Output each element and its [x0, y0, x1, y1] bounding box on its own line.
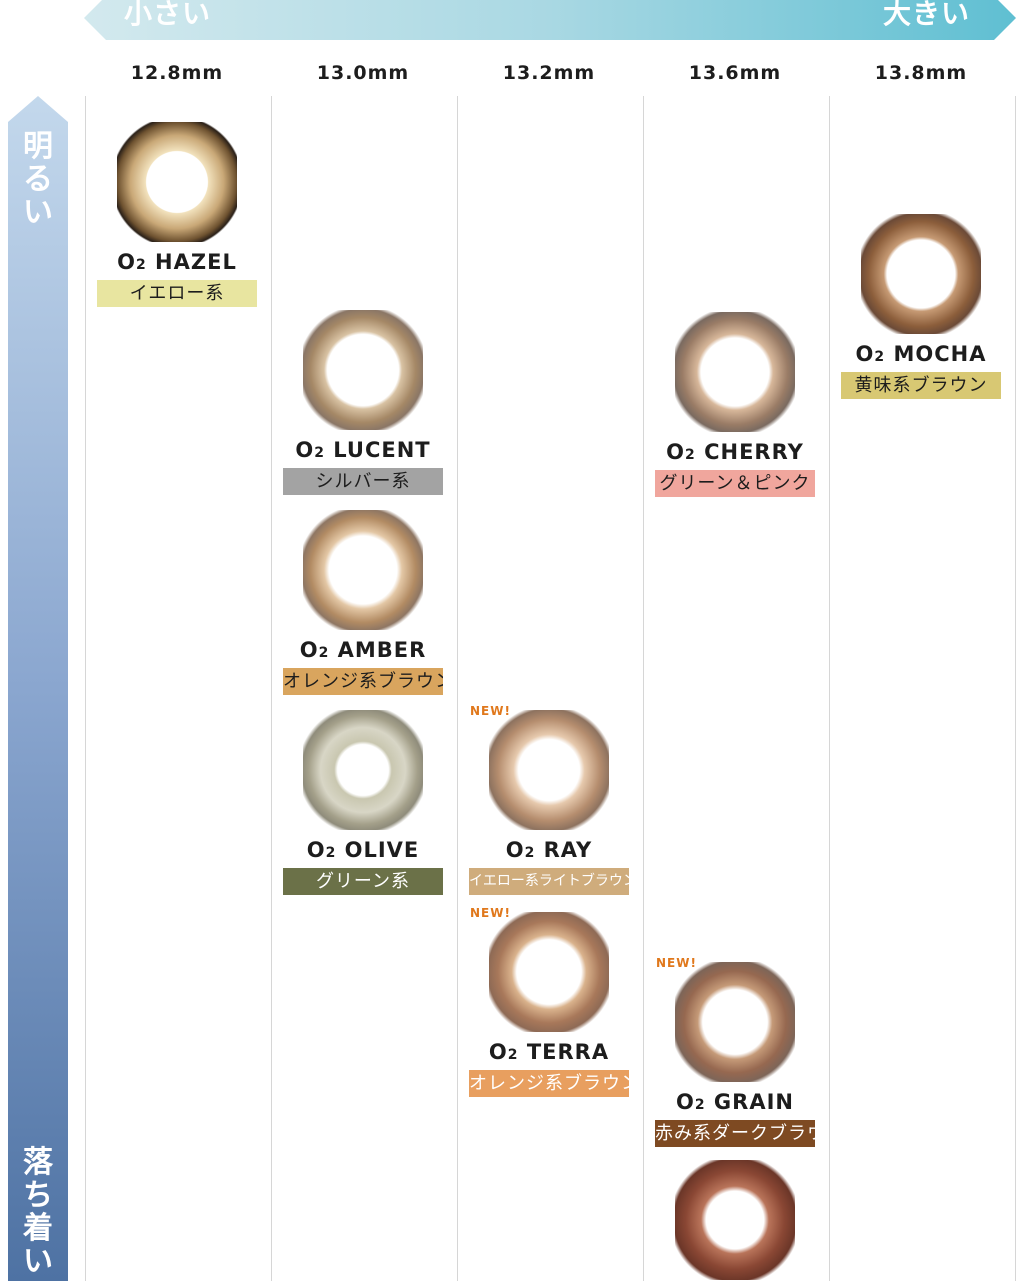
lens-image: [117, 122, 237, 242]
product-name: O2 LUCENT: [295, 438, 431, 462]
product-name: O2 CHERRY: [666, 440, 804, 464]
size-scale-arrow: [84, 0, 1016, 40]
color-tag: イエロー系ライトブラウン: [469, 868, 629, 895]
column-divider: [457, 96, 458, 1281]
column-divider: [643, 96, 644, 1281]
lens-image: [861, 214, 981, 334]
color-tag: イエロー系: [97, 280, 257, 307]
color-tag: 赤み系ダークブラウン: [655, 1120, 815, 1147]
product-name: O2 RAY: [505, 838, 593, 862]
column-header-13-6: 13.6mm: [688, 62, 782, 84]
column-divider: [271, 96, 272, 1281]
lens-image: [303, 510, 423, 630]
product-name: O2 MOCHA: [855, 342, 987, 366]
column-header-12-8: 12.8mm: [130, 62, 224, 84]
color-tag: グリーン＆ピンク: [655, 470, 815, 497]
color-tag: オレンジ系ブラウン: [283, 668, 443, 695]
lens-image: [303, 310, 423, 430]
size-large-label: 大きい: [882, 0, 970, 30]
product-name: O2 HAZEL: [117, 250, 237, 274]
column-header-13-8: 13.8mm: [874, 62, 968, 84]
color-tag: オレンジ系ブラウン: [469, 1070, 629, 1097]
color-tag: グリーン系: [283, 868, 443, 895]
brightness-bright-label: 明るい: [23, 129, 53, 230]
column-divider: [85, 96, 86, 1281]
lens-image: [675, 962, 795, 1082]
color-tag: シルバー系: [283, 468, 443, 495]
color-tag: 黄味系ブラウン: [841, 372, 1001, 399]
brightness-calm-label: 落ち着い: [23, 1145, 53, 1279]
column-header-13-0: 13.0mm: [316, 62, 410, 84]
column-divider: [829, 96, 830, 1281]
size-small-label: 小さい: [124, 0, 212, 30]
product-name: O2 TERRA: [488, 1040, 610, 1064]
lens-image: [489, 912, 609, 1032]
product-name: O2 AMBER: [299, 638, 427, 662]
product-name: O2 OLIVE: [306, 838, 420, 862]
lens-image: [489, 710, 609, 830]
lens-image: [675, 312, 795, 432]
lens-image: [303, 710, 423, 830]
brightness-scale-arrow: [8, 96, 68, 1281]
column-header-13-2: 13.2mm: [502, 62, 596, 84]
lens-image-partial[interactable]: [675, 1160, 795, 1280]
column-divider: [1015, 96, 1016, 1281]
product-name: O2 GRAIN: [676, 1090, 794, 1114]
